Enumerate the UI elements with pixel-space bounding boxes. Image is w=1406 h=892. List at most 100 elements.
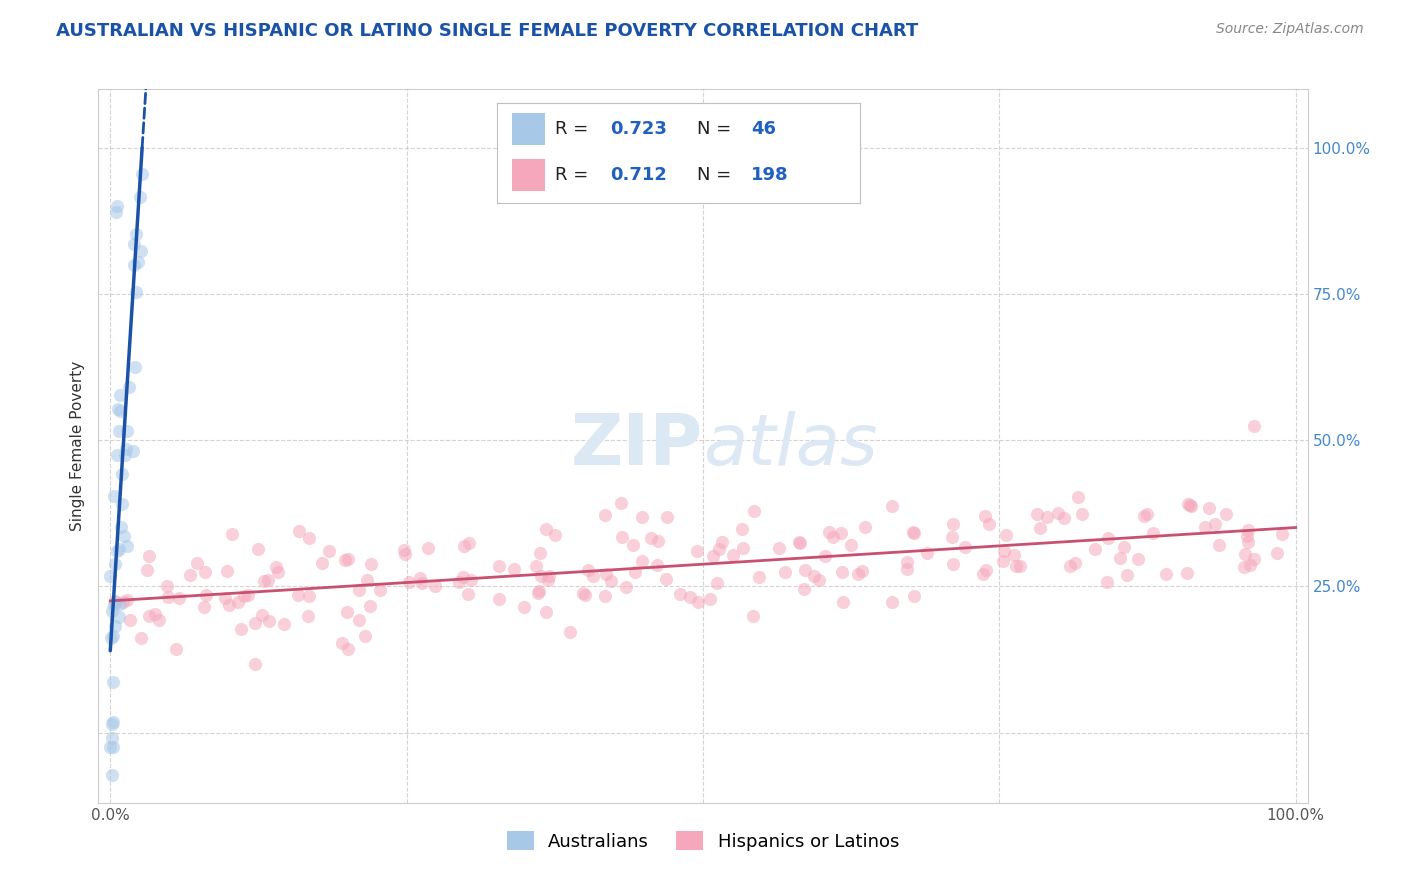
Point bbox=[125, 285, 148, 299]
Point bbox=[110, 404, 132, 418]
Point bbox=[1010, 558, 1032, 573]
Point bbox=[993, 554, 1015, 568]
Point bbox=[257, 573, 280, 587]
Point bbox=[337, 641, 360, 656]
Point bbox=[100, 569, 122, 583]
Point bbox=[115, 442, 138, 457]
Point bbox=[668, 587, 690, 601]
Point bbox=[972, 567, 994, 582]
Point bbox=[647, 558, 669, 573]
Point bbox=[803, 569, 825, 583]
Point bbox=[1243, 552, 1265, 566]
Point bbox=[246, 542, 269, 557]
Point bbox=[723, 548, 745, 562]
Point bbox=[1232, 560, 1254, 574]
Point bbox=[398, 575, 420, 590]
Point bbox=[818, 524, 841, 539]
Point bbox=[232, 589, 254, 603]
Text: Source: ZipAtlas.com: Source: ZipAtlas.com bbox=[1216, 22, 1364, 37]
Point bbox=[129, 244, 152, 259]
Point bbox=[593, 589, 616, 603]
Point bbox=[901, 524, 924, 539]
Point bbox=[1066, 490, 1088, 504]
Point bbox=[1108, 551, 1130, 566]
Point bbox=[793, 582, 815, 596]
Point bbox=[488, 559, 510, 574]
Point bbox=[236, 588, 259, 602]
Point bbox=[409, 571, 432, 585]
Point bbox=[101, 717, 124, 731]
Point bbox=[534, 522, 557, 536]
Point bbox=[631, 509, 654, 524]
Point bbox=[1002, 549, 1025, 563]
Point bbox=[298, 589, 321, 603]
Point bbox=[257, 614, 280, 628]
Point bbox=[1064, 557, 1087, 571]
Point bbox=[679, 590, 702, 604]
Point bbox=[1236, 529, 1258, 543]
Point bbox=[330, 636, 353, 650]
Point bbox=[1178, 499, 1201, 513]
Point bbox=[112, 529, 135, 543]
Point bbox=[243, 657, 266, 671]
Point bbox=[813, 549, 835, 563]
Point bbox=[156, 579, 179, 593]
Point bbox=[1271, 527, 1294, 541]
Point bbox=[108, 597, 131, 611]
Point bbox=[529, 545, 551, 559]
Point bbox=[243, 616, 266, 631]
Point bbox=[354, 629, 377, 643]
Point bbox=[974, 563, 997, 577]
Point bbox=[135, 563, 157, 577]
Point bbox=[460, 574, 482, 588]
Point bbox=[574, 589, 596, 603]
Point bbox=[127, 255, 149, 269]
Point bbox=[1128, 551, 1150, 566]
Point bbox=[1142, 526, 1164, 541]
Point bbox=[699, 592, 721, 607]
Point bbox=[789, 536, 811, 550]
Point bbox=[217, 565, 239, 579]
Point bbox=[1095, 575, 1118, 590]
Point bbox=[558, 624, 581, 639]
Point bbox=[122, 444, 145, 458]
Point bbox=[167, 591, 190, 605]
Point bbox=[264, 559, 287, 574]
Point bbox=[973, 509, 995, 524]
Point bbox=[640, 531, 662, 545]
Point bbox=[855, 520, 877, 534]
Point bbox=[287, 588, 309, 602]
Point bbox=[124, 236, 146, 251]
Point bbox=[214, 591, 236, 606]
Point bbox=[107, 401, 129, 416]
Point bbox=[647, 534, 669, 549]
Point bbox=[108, 424, 131, 438]
Point bbox=[104, 595, 127, 609]
Point bbox=[1177, 566, 1199, 580]
Point bbox=[336, 551, 359, 566]
Point bbox=[114, 449, 136, 463]
Point bbox=[138, 549, 160, 563]
Point bbox=[544, 528, 567, 542]
Point bbox=[103, 557, 125, 571]
Point bbox=[108, 541, 131, 556]
Point bbox=[942, 517, 965, 532]
Point bbox=[748, 570, 770, 584]
Point bbox=[186, 557, 208, 571]
Point bbox=[576, 563, 599, 577]
Point bbox=[124, 359, 146, 374]
Point bbox=[1115, 567, 1137, 582]
Point bbox=[582, 569, 605, 583]
Point bbox=[1156, 566, 1178, 581]
Point bbox=[1215, 508, 1237, 522]
Point bbox=[707, 541, 730, 556]
Point bbox=[425, 579, 447, 593]
Point bbox=[1180, 500, 1202, 514]
Point bbox=[527, 586, 550, 600]
Point bbox=[356, 574, 378, 588]
Point bbox=[903, 589, 925, 603]
Point bbox=[1136, 507, 1159, 521]
Point bbox=[267, 566, 290, 580]
Point bbox=[1194, 520, 1216, 534]
Point bbox=[882, 595, 904, 609]
